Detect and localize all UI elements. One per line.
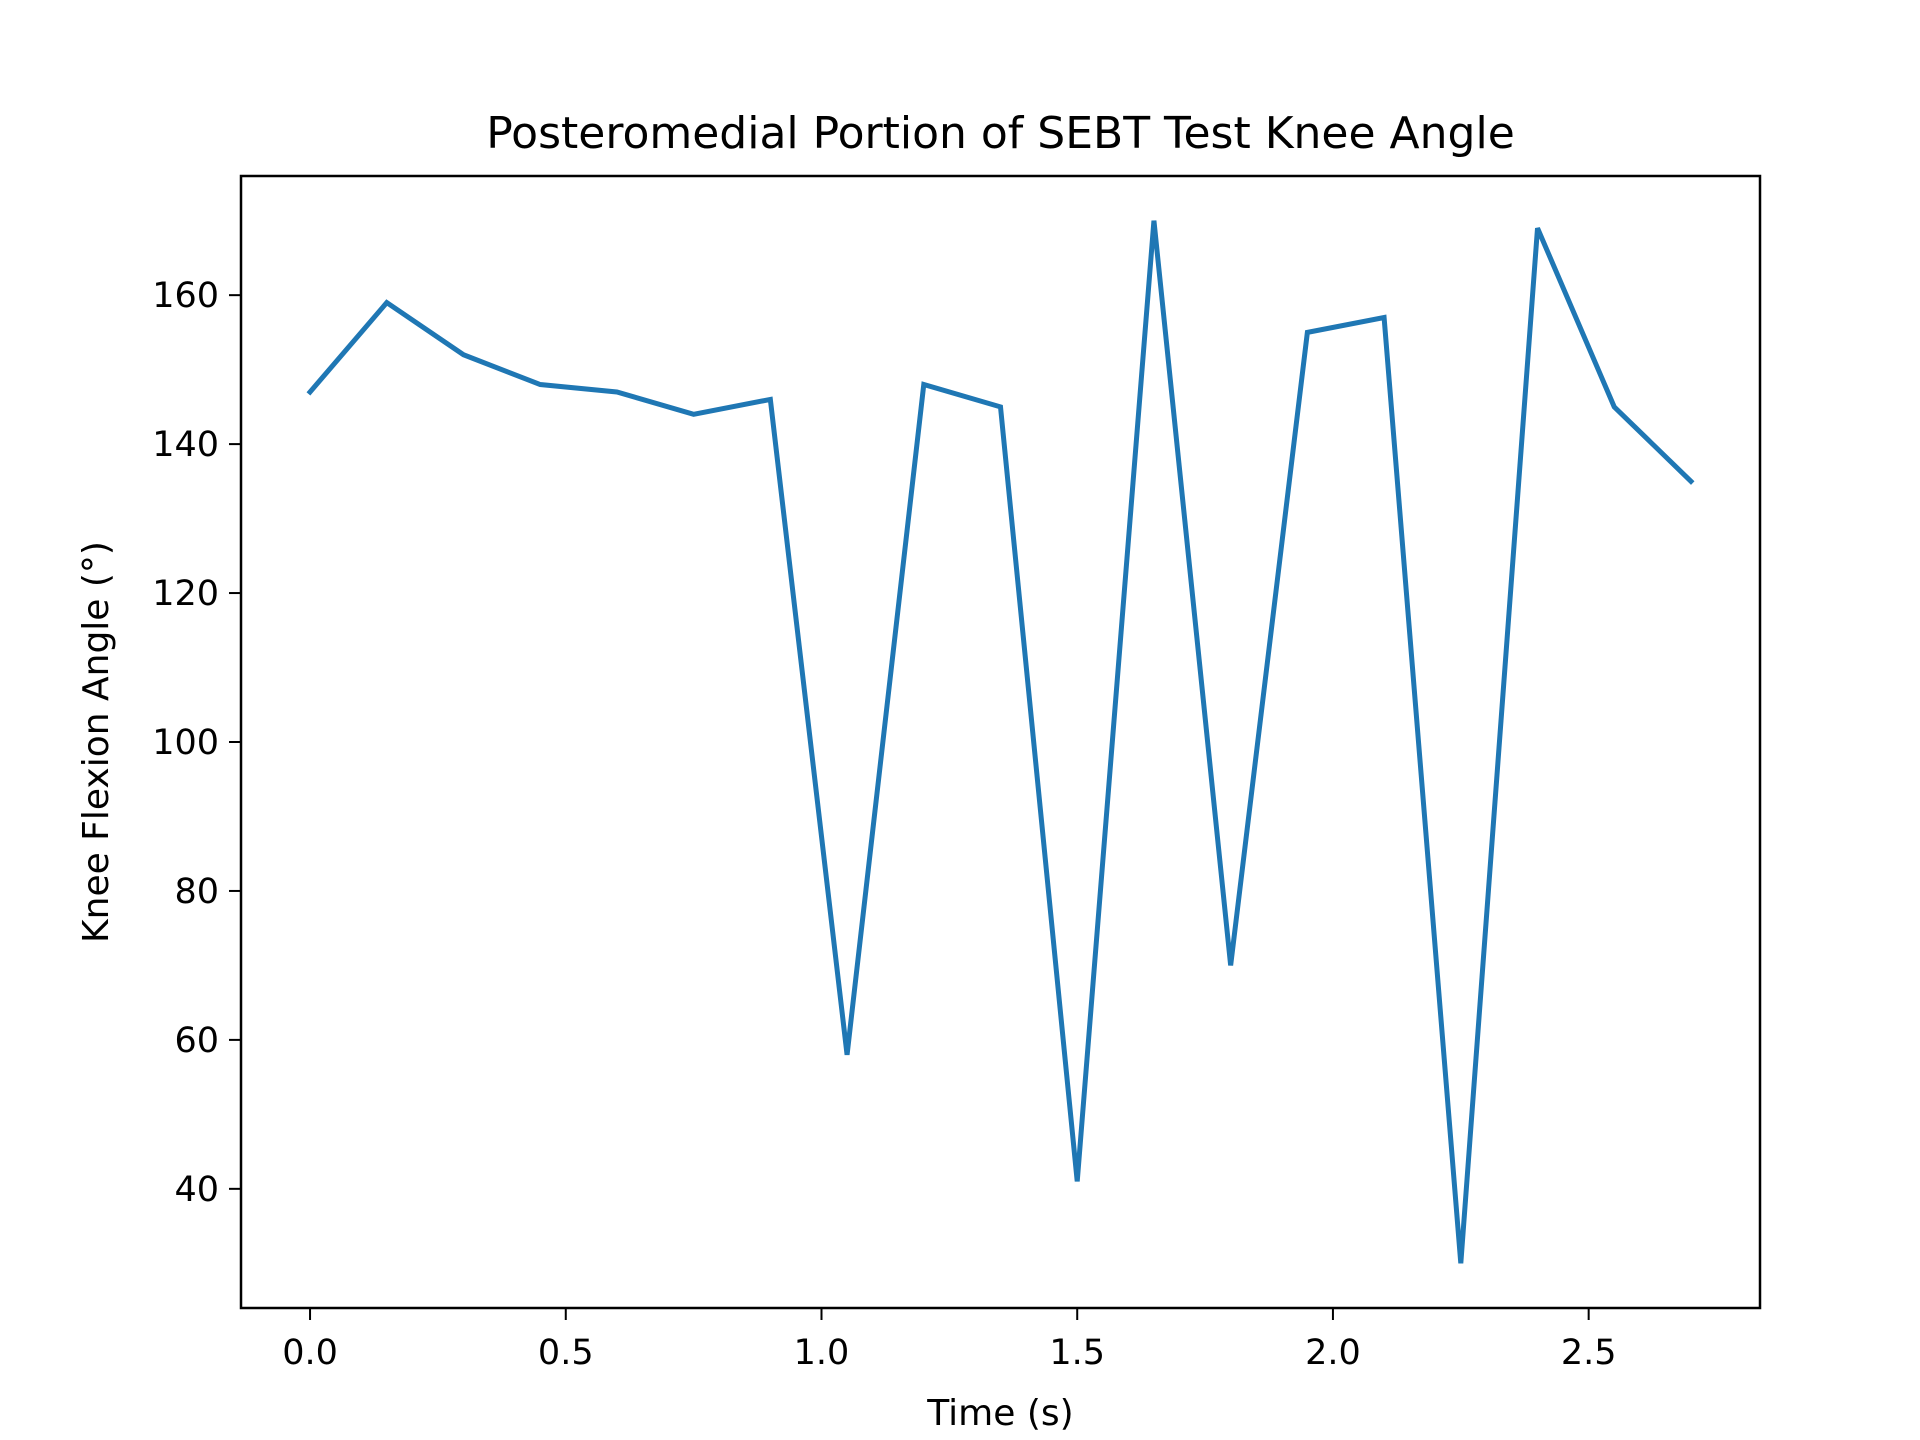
x-axis-label: Time (s) bbox=[926, 1393, 1073, 1434]
x-tick-label: 2.5 bbox=[1561, 1333, 1617, 1373]
y-tick-label: 140 bbox=[152, 425, 219, 465]
x-tick-label: 1.0 bbox=[794, 1333, 850, 1373]
x-axis-ticks: 0.0 0.5 1.0 1.5 2.0 2.5 bbox=[282, 1308, 1617, 1373]
y-tick-label: 40 bbox=[174, 1170, 219, 1210]
chart-title: Posteromedial Portion of SEBT Test Knee … bbox=[486, 108, 1515, 159]
x-tick-label: 0.5 bbox=[538, 1333, 594, 1373]
y-tick-label: 120 bbox=[152, 574, 219, 614]
knee-angle-line bbox=[306, 220, 1695, 1264]
x-tick-label: 2.0 bbox=[1305, 1333, 1361, 1373]
y-axis-ticks: 40 60 80 100 120 140 160 bbox=[152, 276, 241, 1210]
x-tick-label: 0.0 bbox=[282, 1333, 338, 1373]
y-tick-label: 80 bbox=[174, 872, 219, 912]
x-tick-label: 1.5 bbox=[1049, 1333, 1105, 1373]
plot-area-frame bbox=[239, 174, 1762, 1310]
y-tick-label: 100 bbox=[152, 723, 219, 763]
y-tick-label: 160 bbox=[152, 276, 219, 316]
y-axis-label: Knee Flexion Angle (°) bbox=[76, 541, 117, 943]
y-tick-label: 60 bbox=[174, 1021, 219, 1061]
